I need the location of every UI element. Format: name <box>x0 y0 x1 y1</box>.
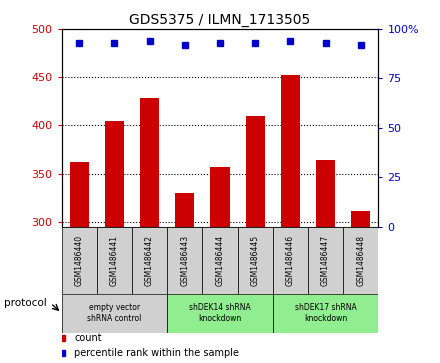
Bar <box>132 227 167 294</box>
Bar <box>62 294 167 333</box>
Text: GSM1486440: GSM1486440 <box>75 234 84 286</box>
Text: percentile rank within the sample: percentile rank within the sample <box>74 348 239 359</box>
Bar <box>308 227 343 294</box>
Bar <box>167 227 202 294</box>
Bar <box>167 294 273 333</box>
Text: count: count <box>74 334 102 343</box>
Text: GSM1486444: GSM1486444 <box>216 234 224 286</box>
Text: GSM1486448: GSM1486448 <box>356 235 365 286</box>
Text: GSM1486441: GSM1486441 <box>110 235 119 286</box>
Text: shDEK17 shRNA
knockdown: shDEK17 shRNA knockdown <box>295 303 356 323</box>
Bar <box>70 162 89 227</box>
Bar <box>273 294 378 333</box>
Bar <box>202 227 238 294</box>
Bar <box>140 98 159 227</box>
Text: GSM1486447: GSM1486447 <box>321 234 330 286</box>
Bar <box>246 116 265 227</box>
Bar <box>175 193 194 227</box>
Bar <box>351 211 370 227</box>
Text: protocol: protocol <box>4 298 47 308</box>
Text: GSM1486443: GSM1486443 <box>180 234 189 286</box>
Bar <box>238 227 273 294</box>
Bar <box>97 227 132 294</box>
Bar <box>316 160 335 227</box>
Text: empty vector
shRNA control: empty vector shRNA control <box>87 303 142 323</box>
Bar <box>273 227 308 294</box>
Bar <box>281 75 300 227</box>
Text: GSM1486445: GSM1486445 <box>251 234 260 286</box>
Text: GSM1486446: GSM1486446 <box>286 234 295 286</box>
Bar <box>343 227 378 294</box>
Bar <box>62 227 97 294</box>
Bar <box>105 121 124 227</box>
Title: GDS5375 / ILMN_1713505: GDS5375 / ILMN_1713505 <box>129 13 311 26</box>
Bar <box>210 167 230 227</box>
Text: shDEK14 shRNA
knockdown: shDEK14 shRNA knockdown <box>189 303 251 323</box>
Text: GSM1486442: GSM1486442 <box>145 235 154 286</box>
